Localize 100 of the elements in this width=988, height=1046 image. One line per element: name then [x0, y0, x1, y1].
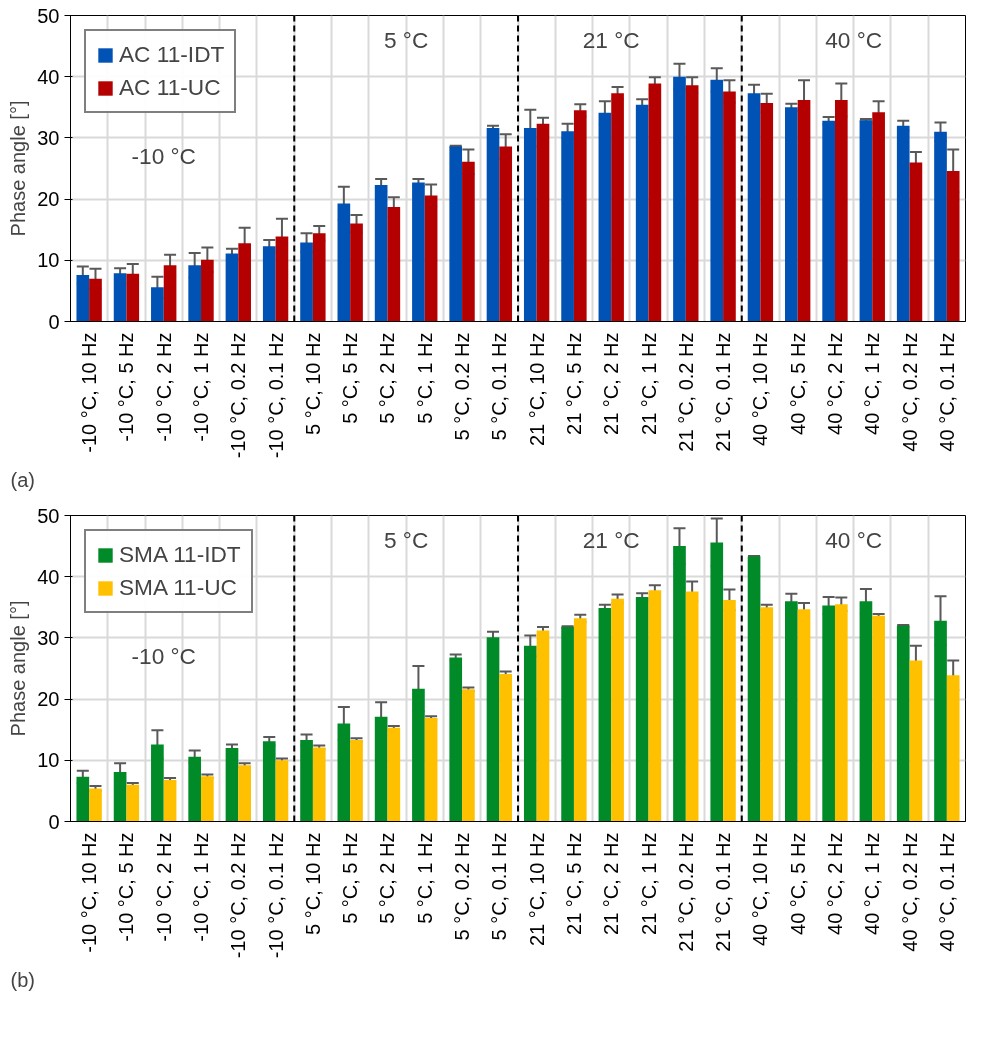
bar: [412, 182, 425, 322]
x-tick-label: 5 °C, 0.2 Hz: [451, 332, 474, 441]
bar: [723, 599, 736, 822]
x-tick-label: 21 °C, 0.1 Hz: [712, 832, 735, 952]
bar: [934, 620, 947, 822]
bar: [909, 162, 923, 322]
bar: [163, 779, 177, 822]
x-tick-label: -10 °C, 0.2 Hz: [227, 332, 250, 459]
y-tick-label: 40: [37, 565, 60, 588]
bar: [760, 103, 774, 322]
y-tick-label: 30: [37, 126, 60, 149]
bar: [785, 601, 798, 822]
annotation: 40 °C: [825, 526, 883, 553]
bar: [225, 253, 239, 322]
annotation: -10 °C: [131, 643, 196, 670]
x-tick-label: 5 °C, 2 Hz: [376, 832, 399, 924]
legend-label: SMA 11-IDT: [119, 541, 241, 568]
bar: [201, 259, 214, 322]
legend-label: AC 11-UC: [119, 74, 221, 101]
bar: [710, 79, 724, 322]
bar: [523, 128, 537, 322]
bar: [201, 776, 214, 822]
y-tick-label: 0: [48, 810, 60, 833]
x-tick-label: 21 °C, 1 Hz: [637, 332, 660, 435]
bar: [387, 207, 401, 322]
x-tick-label: 21 °C, 0.2 Hz: [674, 332, 697, 452]
x-tick-label: 5 °C, 1 Hz: [413, 832, 436, 924]
bar: [188, 265, 202, 322]
y-tick-label: 10: [37, 749, 60, 772]
bar: [126, 273, 140, 322]
bar: [834, 99, 848, 322]
x-tick-label: 21 °C, 10 Hz: [525, 832, 548, 947]
y-tick-label: 20: [37, 688, 60, 711]
y-tick-label: 0: [48, 310, 60, 333]
bar: [872, 615, 885, 822]
x-tick-label: -10 °C, 2 Hz: [152, 332, 175, 442]
bar: [822, 605, 835, 822]
bar: [188, 756, 202, 822]
bar: [238, 243, 251, 322]
x-tick-label: 40 °C, 5 Hz: [786, 832, 809, 935]
x-tick-label: 5 °C, 0.2 Hz: [451, 832, 474, 941]
y-tick-label: 50: [37, 4, 60, 27]
bar: [449, 657, 463, 822]
x-tick-label: -10 °C, 2 Hz: [152, 832, 175, 942]
x-tick-label: 40 °C, 10 Hz: [749, 332, 772, 447]
x-tick-label: -10 °C, 10 Hz: [78, 832, 101, 953]
x-tick-label: 40 °C, 10 Hz: [749, 832, 772, 947]
bar: [747, 93, 761, 322]
x-tick-label: 40 °C, 0.1 Hz: [935, 332, 958, 452]
x-tick-label: -10 °C, 1 Hz: [190, 332, 213, 442]
x-tick-label: 40 °C, 0.1 Hz: [935, 832, 958, 952]
bar: [710, 542, 724, 822]
x-tick-label: 40 °C, 2 Hz: [823, 332, 846, 435]
bar: [747, 556, 761, 822]
bar: [896, 625, 910, 822]
bar: [611, 93, 624, 322]
x-tick-label: 40 °C, 0.2 Hz: [898, 332, 921, 452]
bar: [859, 120, 873, 322]
bar: [113, 771, 127, 822]
bar: [673, 546, 686, 822]
bar: [685, 591, 699, 822]
annotation: 5 °C: [383, 526, 429, 553]
bar: [896, 125, 910, 322]
x-tick-label: 40 °C, 0.2 Hz: [898, 832, 921, 952]
bar: [275, 760, 289, 822]
annotation: 21 °C: [582, 26, 640, 53]
bar: [822, 120, 835, 322]
bar: [387, 727, 401, 822]
bar: [163, 265, 177, 322]
annotation: 21 °C: [582, 526, 640, 553]
annotation: -10 °C: [131, 143, 196, 170]
bar: [486, 128, 500, 322]
bar: [486, 637, 500, 822]
bar: [598, 112, 612, 322]
x-tick-label: 21 °C, 10 Hz: [525, 332, 548, 447]
x-tick-label: -10 °C, 0.1 Hz: [264, 332, 287, 459]
annotation: 5 °C: [383, 26, 429, 53]
x-tick-label: 40 °C, 1 Hz: [861, 332, 884, 435]
x-tick-label: 21 °C, 2 Hz: [600, 832, 623, 935]
bar: [573, 618, 587, 822]
text: (b): [10, 968, 35, 991]
bar: [872, 112, 885, 322]
x-tick-label: 5 °C, 10 Hz: [301, 332, 324, 435]
bar: [635, 596, 649, 822]
x-tick-label: -10 °C, 10 Hz: [78, 332, 101, 453]
bar: [312, 233, 326, 322]
bar: [151, 287, 164, 322]
bar: [685, 85, 699, 322]
bar: [76, 274, 90, 322]
bar: [225, 748, 239, 822]
y-tick-label: 20: [37, 188, 60, 211]
bar: [449, 146, 463, 322]
text: (a): [10, 468, 35, 491]
bar: [337, 203, 351, 322]
bar: [424, 195, 438, 322]
bar: [424, 718, 438, 822]
y-axis-title: Phase angle [°]: [7, 600, 30, 737]
bar: [113, 273, 127, 322]
bar: [561, 626, 574, 822]
bar: [499, 146, 513, 322]
